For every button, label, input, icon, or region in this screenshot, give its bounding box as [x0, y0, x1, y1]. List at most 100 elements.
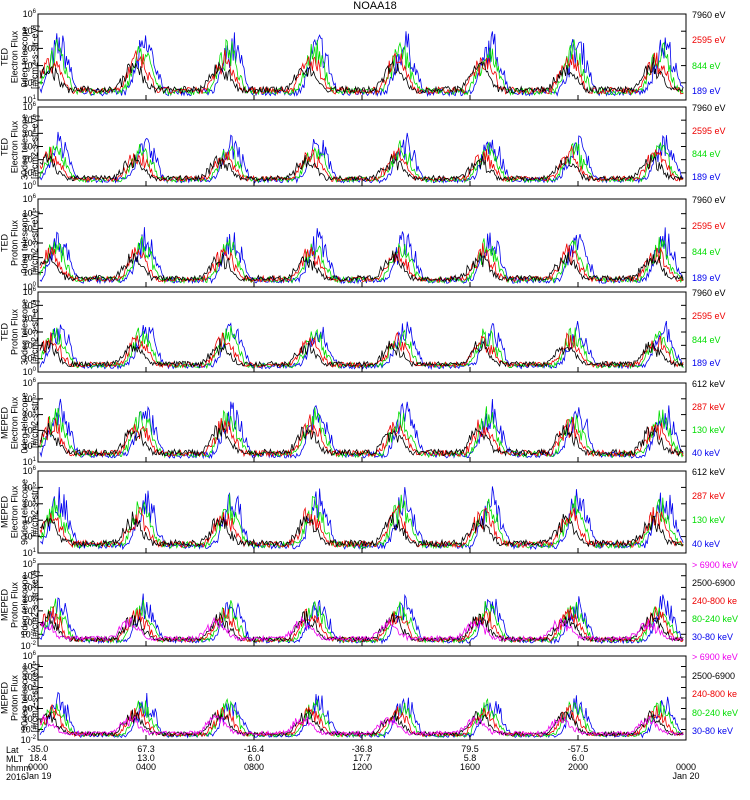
panel-frame	[37, 13, 687, 101]
x-tick-hhmm: 2000	[567, 762, 589, 772]
y-tick-label: 103	[23, 142, 37, 152]
panel-frame	[37, 198, 687, 288]
series-trace	[39, 511, 684, 548]
x-tick-date: Jan 20	[672, 771, 700, 781]
y-tick-label: 103	[23, 238, 37, 248]
y-tick-label: 101	[23, 457, 37, 467]
panel-ylabel: MEPED Electron Flux 90deg telescope [#/cm2-…	[0, 465, 55, 560]
ylabel-line: [#/cm2-s-str-eV]	[29, 300, 40, 365]
legend-entry: 287 keV	[692, 491, 726, 501]
x-tick-lat: -57.5	[567, 744, 589, 754]
x-tick-label-group: 79.5 5.8 1600	[440, 745, 500, 781]
legend-entry: 240-800 ke	[692, 689, 738, 699]
x-tick-hhmm: 0800	[243, 762, 265, 772]
ylabel-line: [#/cm2-s-str-keV]	[29, 663, 40, 733]
ylabel-line: 30deg telescope	[19, 113, 30, 180]
legend-entry: 2500-6900	[692, 670, 736, 681]
x-tick-date	[116, 772, 176, 781]
legend-entry: 2595 eV	[692, 221, 726, 231]
x-tick-lat: -36.8	[351, 744, 373, 754]
y-tick-label: 104	[23, 410, 37, 420]
ylabel-line: [#/cm2-s-str]	[29, 487, 40, 538]
x-row-label: MLT	[6, 754, 24, 764]
ylabel-line: 0deg telescope	[19, 26, 30, 88]
legend-entry: 189 eV	[692, 172, 721, 182]
series-trace	[39, 31, 684, 98]
ylabel-line: MEPED	[0, 496, 10, 529]
x-tick-date	[440, 772, 500, 781]
legend-entry: > 6900 keV	[692, 652, 738, 662]
y-tick-label: 106	[23, 9, 37, 19]
x-tick-lat: 79.5	[461, 744, 479, 754]
y-tick-label: 101	[23, 704, 37, 714]
y-tick-label: 102	[23, 532, 37, 542]
legend-entry: 189 eV	[692, 358, 721, 368]
y-tick-label: 100	[23, 282, 37, 292]
x-tick-mlt: 5.8	[463, 753, 477, 763]
panel-frame	[37, 291, 687, 373]
x-tick-label-group: 0000 Jan 20	[656, 745, 716, 781]
y-tick-label: 10-1	[21, 725, 37, 735]
y-tick-label: 100	[23, 181, 37, 191]
y-tick-label: 106	[23, 651, 37, 661]
x-tick-mlt: 13.0	[137, 753, 155, 763]
x-tick-lat: -35.0	[27, 744, 49, 754]
x-tick-date	[332, 772, 392, 781]
y-tick-label: 101	[23, 168, 37, 178]
panel-ylabel: MEPED Electron Flux 0deg telescope [#/cm2-s…	[0, 375, 55, 470]
y-tick-label: 105	[23, 115, 37, 125]
ylabel-line: 90deg telescope	[19, 664, 30, 732]
panel-ylabel: MEPED Proton Flux 90deg telescope [#/cm2-s-…	[0, 651, 55, 746]
legend-entry: 7960 eV	[692, 10, 726, 20]
y-tick-label: 101	[23, 95, 37, 105]
legend-entry: 2595 eV	[692, 35, 726, 46]
y-tick-label: 104	[23, 128, 37, 138]
legend-entry: 844 eV	[692, 60, 721, 71]
x-tick-lat: -16.4	[243, 744, 265, 754]
panel-ylabel: TED Proton Flux 30deg telescope [#/cm2-s-st…	[0, 285, 55, 380]
legend-entry: 130 keV	[692, 515, 726, 525]
y-tick-label: 101	[23, 267, 37, 277]
legend-entry: 240-800 ke	[692, 596, 738, 606]
legend-entry: 7960 eV	[692, 195, 726, 205]
ylabel-line: TED	[0, 234, 10, 252]
legend-entry: 40 keV	[692, 448, 721, 458]
y-tick-label: 105	[23, 209, 37, 219]
legend-entry: 844 eV	[692, 334, 721, 345]
legend-entry: 80-240 keV	[692, 614, 739, 624]
panel-frame	[37, 470, 687, 554]
ylabel-line: 0deg telescope	[19, 574, 30, 636]
y-tick-label: 103	[23, 327, 37, 337]
y-tick-label: 105	[23, 394, 37, 404]
panel-ylabel: TED Proton Flux 0deg telescope [#/cm2-s-str…	[0, 196, 55, 291]
y-tick-label: 102	[23, 594, 37, 604]
legend-entry: 189 eV	[692, 273, 721, 283]
y-tick-label: 106	[23, 194, 37, 204]
legend-entry: 30-80 keV	[692, 632, 734, 642]
y-tick-label: 104	[23, 499, 37, 509]
ylabel-line: MEPED	[0, 682, 10, 715]
y-tick-label: 105	[23, 559, 37, 569]
series-trace	[39, 153, 684, 183]
panel-ylabel: TED Electron Flux 0deg telescope [#/cm2-s-s…	[0, 10, 55, 105]
x-tick-label-group: -36.8 17.7 1200	[332, 745, 392, 781]
legend-entry: > 6900 keV	[692, 560, 738, 570]
x-row-label: hhmm	[6, 763, 32, 773]
series-trace	[39, 504, 684, 549]
series-trace	[39, 406, 684, 459]
y-tick-label: 101	[23, 354, 37, 364]
panel-ylabel: TED Electron Flux 30deg telescope [#/cm2-s-…	[0, 99, 55, 194]
series-trace	[39, 414, 684, 458]
ylabel-line: 0deg telescope	[19, 212, 30, 274]
legend-entry: 612 keV	[692, 467, 726, 477]
x-tick-lat: 67.3	[137, 744, 155, 754]
ylabel-line: MEPED	[0, 589, 10, 622]
x-row-label: Lat	[6, 745, 19, 755]
y-tick-label: 103	[23, 61, 37, 71]
x-tick-hhmm: 0400	[135, 762, 157, 772]
ylabel-line: Electron Flux	[9, 30, 20, 84]
x-tick-date	[224, 772, 284, 781]
legend-entry: 7960 eV	[692, 103, 726, 113]
ylabel-line: Electron Flux	[9, 396, 20, 449]
